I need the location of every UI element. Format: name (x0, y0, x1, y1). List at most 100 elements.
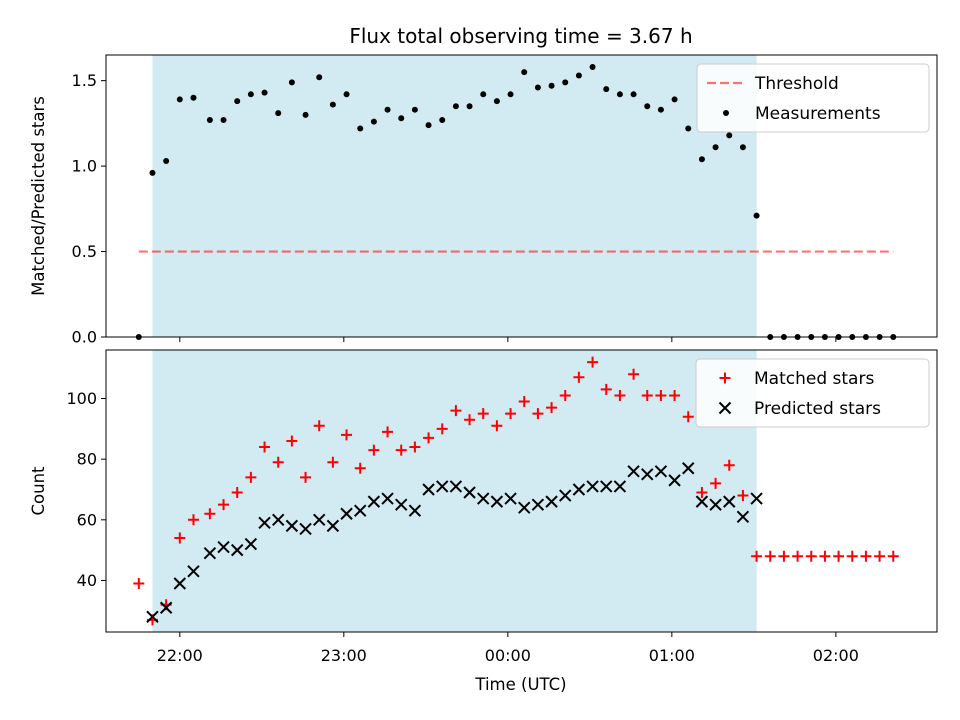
matched-star-point (846, 550, 858, 562)
predicted-star-point (490, 495, 504, 508)
measurement-point (739, 144, 746, 151)
matched-star-point (860, 550, 872, 562)
matched-star-point (187, 514, 199, 526)
legend-label: Matched stars (754, 369, 874, 389)
measurement-point (439, 116, 446, 123)
measurement-point (234, 98, 241, 105)
matched-star-point (354, 462, 366, 474)
predicted-star-point (313, 513, 326, 527)
measurement-point (644, 103, 651, 110)
measurement-point (493, 98, 500, 105)
predicted-star-point (258, 516, 271, 530)
predicted-star-point (299, 522, 312, 536)
measurement-point (480, 91, 487, 98)
matched-star-point (778, 550, 790, 562)
predicted-star-point (285, 519, 299, 533)
predicted-star-point (627, 465, 640, 478)
measurement-point (698, 156, 705, 163)
legend-measurement-swatch (723, 110, 729, 116)
x-tick-label: 22:00 (157, 646, 203, 665)
measurement-point (507, 91, 514, 98)
matched-star-point (450, 405, 462, 417)
bottom-panel-counts: 40 60 80 100 22:00 23:00 00:00 01:00 02:00 Count M… (29, 349, 938, 665)
measurement-point (712, 144, 719, 151)
matched-star-point (696, 487, 708, 499)
matched-star-point (751, 550, 763, 562)
predicted-star-point (668, 474, 681, 487)
y-tick-label: 80 (77, 450, 97, 469)
matched-star-point (491, 420, 503, 432)
measurement-point (163, 157, 170, 164)
observing-span-shade (152, 350, 757, 632)
matched-star-point (409, 441, 421, 453)
y-tick-label: 60 (77, 510, 97, 529)
legend-box (695, 358, 930, 428)
predicted-star-point (449, 480, 463, 493)
measurement-point (370, 118, 377, 125)
measurement-point (452, 103, 459, 110)
y-tick-label: 0.5 (72, 242, 97, 261)
x-tick-label: 23:00 (321, 646, 367, 665)
predicted-star-point (613, 480, 627, 493)
matched-star-point (133, 577, 145, 589)
matched-star-point (218, 499, 230, 511)
predicted-star-point (367, 495, 381, 508)
predicted-star-point (354, 504, 367, 517)
predicted-star-point (272, 513, 285, 527)
matched-star-point (546, 402, 558, 414)
predicted-star-point (422, 483, 435, 496)
matched-star-point (423, 432, 435, 444)
matched-star-point (259, 441, 271, 453)
measurement-point (575, 72, 582, 79)
measurement-point (384, 106, 391, 113)
measurement-point (411, 106, 418, 113)
measurement-point (589, 63, 596, 70)
y-tick-label: 40 (77, 571, 97, 590)
predicted-star-point (736, 510, 750, 523)
legend-box (696, 63, 930, 133)
matched-star-point (395, 444, 407, 456)
matched-star-point (682, 411, 694, 423)
predicted-star-point (146, 610, 159, 624)
predicted-star-point (463, 486, 476, 499)
legend-predicted-swatch (718, 401, 732, 415)
predicted-star-point (559, 489, 572, 502)
matched-star-point (464, 414, 476, 426)
y-tick-label: 1.0 (72, 157, 97, 176)
matched-star-point (887, 550, 899, 562)
matched-star-point (204, 508, 216, 520)
predicted-star-point (504, 492, 517, 505)
measurement-point (261, 89, 268, 96)
predicted-star-point (173, 577, 187, 590)
y-tick-label: 100 (66, 389, 97, 408)
matched-star-point (819, 550, 831, 562)
measurement-point (685, 125, 692, 132)
predicted-star-point (408, 504, 422, 517)
predicted-star-point (600, 480, 613, 493)
series-measurements (135, 63, 897, 340)
measurement-point (190, 94, 197, 101)
predicted-star-point (654, 465, 668, 478)
predicted-star-point (531, 498, 545, 511)
measurement-point (206, 116, 213, 123)
matched-star-point (245, 471, 257, 483)
x-axis-label: Time (UTC) (474, 675, 566, 694)
y-tick-label: 1.5 (72, 71, 97, 90)
matched-star-point (286, 435, 298, 447)
predicted-star-point (326, 519, 340, 533)
y-axis-label: Count (29, 466, 48, 516)
measurement-point (521, 69, 528, 76)
matched-star-point (272, 456, 284, 468)
matched-star-point (764, 550, 776, 562)
legend-label: Threshold (754, 74, 839, 94)
measurement-point (603, 86, 610, 93)
series-predicted-stars (146, 462, 763, 624)
measurement-point (616, 91, 623, 98)
y-axis-label: Matched/Predicted stars (29, 96, 48, 296)
x-tick-label: 00:00 (485, 646, 531, 665)
measurement-point (562, 79, 569, 86)
matched-star-point (518, 396, 530, 408)
matched-star-point (641, 389, 653, 401)
matched-star-point (368, 444, 380, 456)
